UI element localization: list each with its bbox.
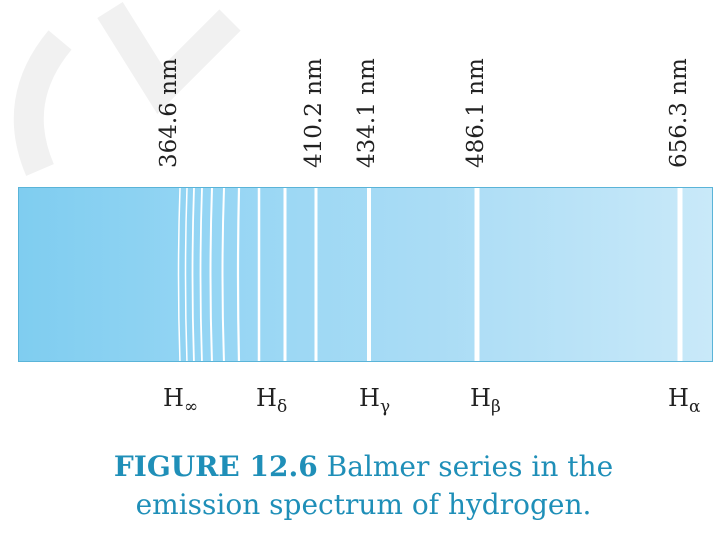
- series-label-base: H: [668, 384, 689, 412]
- watermark-arc: [13, 30, 72, 176]
- series-label-h-infinity: H∞: [163, 386, 198, 416]
- series-label-subscript: γ: [379, 397, 391, 417]
- spectral-line-high-order-1: [184, 188, 188, 361]
- series-label-subscript: β: [490, 397, 501, 417]
- series-label-base: H: [163, 384, 184, 412]
- wavelength-label-h-infinity: 364.6 nm: [156, 58, 182, 168]
- figure-caption: FIGURE 12.6 Balmer series in the emissio…: [0, 448, 727, 524]
- series-label-h-alpha: Hα: [668, 386, 700, 416]
- spectral-line-high-order-3: [199, 188, 203, 361]
- series-label-base: H: [256, 384, 277, 412]
- series-label-base: H: [359, 384, 380, 412]
- series-label-base: H: [470, 384, 491, 412]
- figure-label: FIGURE 12.6: [113, 450, 318, 483]
- series-label-subscript: α: [688, 397, 701, 417]
- spectral-line-high-order-4: [209, 188, 213, 361]
- series-label-h-delta: Hδ: [256, 386, 287, 416]
- spectrum-band: [18, 187, 713, 362]
- spectral-line-limit: [177, 188, 181, 361]
- series-label-subscript: δ: [276, 397, 288, 417]
- series-label-h-gamma: Hγ: [359, 386, 390, 416]
- series-label-h-beta: Hβ: [470, 386, 501, 416]
- spectral-line-high-order-5: [221, 188, 225, 361]
- watermark-stroke: [97, 2, 241, 114]
- caption-text-1: Balmer series in the: [326, 450, 614, 483]
- spectral-lines: [177, 188, 683, 361]
- caption-line-2: emission spectrum of hydrogen.: [135, 488, 592, 521]
- series-label-subscript: ∞: [183, 397, 199, 417]
- wavelength-label-h-gamma: 434.1 nm: [354, 58, 380, 168]
- wavelength-label-h-beta: 486.1 nm: [463, 58, 489, 168]
- wavelength-label-h-alpha: 656.3 nm: [666, 58, 692, 168]
- wavelength-label-h-delta: 410.2 nm: [301, 58, 327, 168]
- spectral-line-high-order-2: [191, 188, 195, 361]
- caption-line-1: FIGURE 12.6 Balmer series in the: [0, 448, 727, 486]
- spectral-line-high-order-6: [236, 188, 241, 361]
